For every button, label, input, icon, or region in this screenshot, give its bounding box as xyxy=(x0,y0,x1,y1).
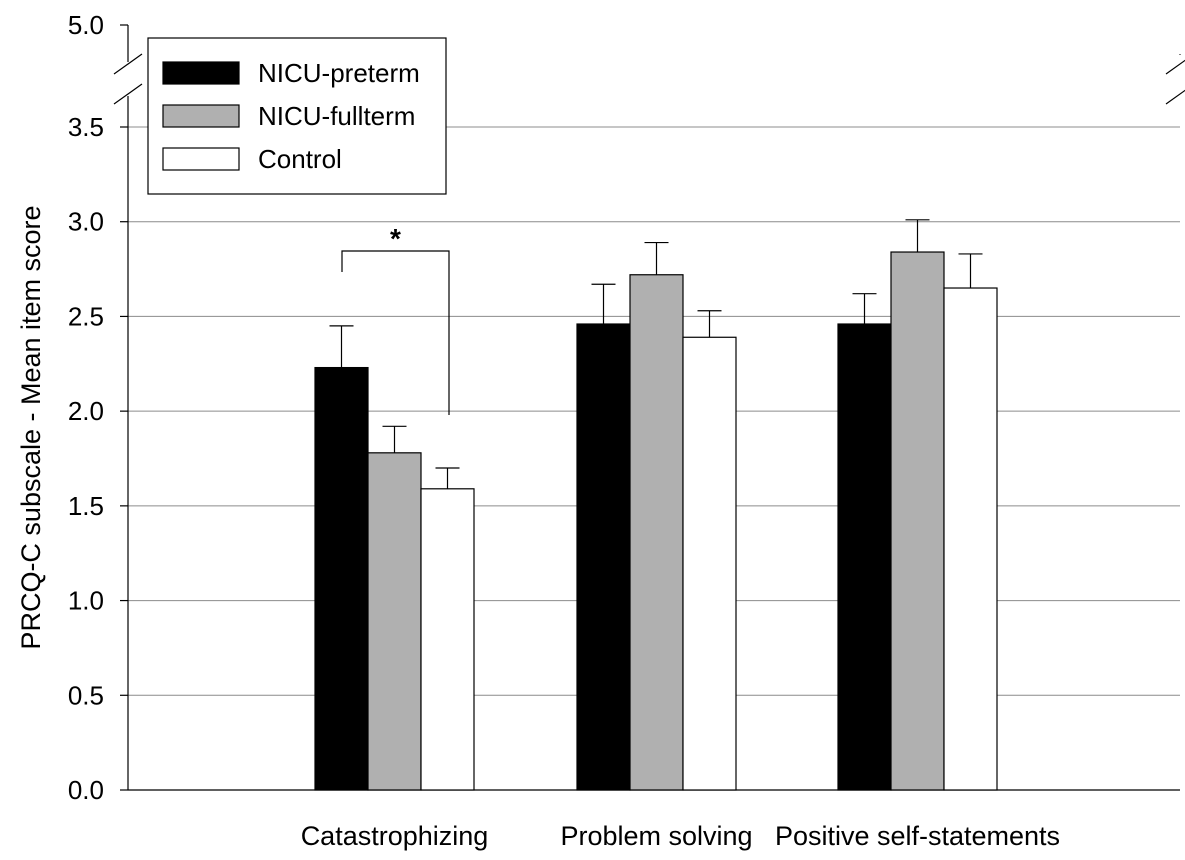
y-tick-label: 3.5 xyxy=(68,112,104,142)
bar-nicu-preterm xyxy=(576,323,631,791)
category-label: Problem solving xyxy=(560,821,752,851)
bar-nicu-fullterm xyxy=(367,452,422,791)
legend-label: Control xyxy=(258,144,342,174)
legend-swatch xyxy=(162,61,240,85)
y-tick-label: 1.5 xyxy=(68,491,104,521)
legend-label: NICU-preterm xyxy=(258,58,420,88)
y-tick-label: 0.0 xyxy=(68,775,104,805)
y-tick-label: 2.0 xyxy=(68,396,104,426)
y-tick-label: 2.5 xyxy=(68,301,104,331)
bar-control xyxy=(420,488,475,791)
axis-break-mark-right xyxy=(1165,89,1185,105)
bar-nicu-fullterm xyxy=(890,251,945,791)
y-tick-label: 1.0 xyxy=(68,586,104,616)
significance-asterisk: * xyxy=(390,223,401,254)
bar-nicu-fullterm xyxy=(629,274,684,791)
category-label: Catastrophizing xyxy=(301,821,489,851)
y-axis-title: PRCQ-C subscale - Mean item score xyxy=(16,205,46,649)
significance-bracket xyxy=(341,250,450,415)
axis-break-mark-left xyxy=(113,53,143,75)
y-tick-label: 5.0 xyxy=(68,10,104,40)
y-tick-label: 0.5 xyxy=(68,680,104,710)
axis-break-mark-right xyxy=(1165,59,1185,75)
legend-swatch xyxy=(162,104,240,128)
bar-nicu-preterm xyxy=(314,366,369,791)
bar-control xyxy=(943,287,998,791)
legend-swatch xyxy=(162,147,240,171)
legend-label: NICU-fullterm xyxy=(258,101,415,131)
bar-control xyxy=(682,336,737,791)
axis-break-mark-left xyxy=(113,83,143,105)
bar-nicu-preterm xyxy=(837,323,892,791)
axis-break-gap-left xyxy=(114,62,142,96)
category-label: Positive self-statements xyxy=(775,821,1060,851)
y-tick-label: 3.0 xyxy=(68,207,104,237)
